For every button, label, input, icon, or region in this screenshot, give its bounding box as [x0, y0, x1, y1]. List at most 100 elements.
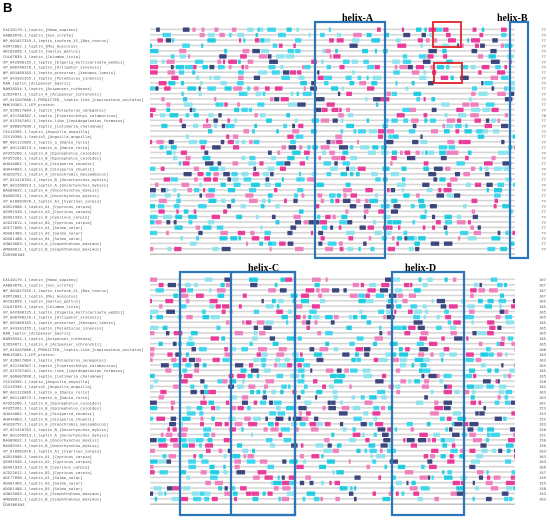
residue-highlight: [513, 145, 515, 150]
residue-highlight: [193, 123, 198, 129]
residue-highlight: [395, 480, 402, 486]
residue-highlight: [227, 204, 232, 209]
residue-highlight: [374, 48, 378, 54]
residue-highlight: [199, 454, 203, 459]
residue-highlight: [202, 155, 211, 161]
residue-highlight: [315, 443, 324, 448]
residue-highlight: [356, 171, 360, 177]
residue-highlight: [498, 384, 507, 389]
residue-highlight: [436, 325, 442, 330]
residue-highlight: [326, 64, 331, 70]
residue-highlight: [302, 177, 305, 182]
residue-highlight: [336, 470, 344, 475]
residue-highlight: [150, 193, 156, 198]
sequence-name: AMQ98011.1_leptin_B_[Scophthalmus_maximu…: [3, 247, 101, 252]
residue-highlight: [287, 230, 293, 236]
residue-highlight: [268, 288, 276, 293]
residue-highlight: [269, 336, 276, 341]
residue-highlight: [247, 454, 255, 459]
residue-highlight: [324, 438, 330, 443]
position-number: 77: [541, 182, 546, 187]
residue-highlight: [294, 304, 303, 309]
residue-highlight: [194, 368, 200, 373]
sequence-name: ARC02099.1_leptin_[Gallus_gallus]: [3, 49, 80, 54]
residue-highlight: [431, 298, 434, 304]
residue-highlight: [257, 347, 267, 352]
residue-track: [150, 231, 515, 234]
residue-highlight: [477, 54, 484, 59]
residue-highlight: [180, 470, 186, 475]
residue-highlight: [316, 214, 321, 220]
residue-highlight: [150, 86, 155, 91]
residue-highlight: [241, 155, 246, 161]
residue-highlight: [269, 59, 278, 64]
residue-highlight: [246, 241, 249, 246]
residue-highlight: [272, 43, 278, 48]
residue-highlight: [251, 236, 260, 241]
residue-highlight: [207, 86, 216, 91]
sequence-name: QJD54871.1_leptin_A_[Acipenser_schrencki…: [3, 91, 101, 96]
residue-highlight: [289, 480, 294, 486]
residue-highlight: [311, 427, 319, 432]
residue-highlight: [207, 38, 216, 43]
residue-highlight: [259, 161, 264, 166]
residue-highlight: [288, 384, 291, 389]
residue-highlight: [505, 314, 512, 320]
residue-highlight: [431, 107, 437, 113]
residue-highlight: [232, 161, 239, 166]
sequence-name: QEH91938.1_leptin_A2_[Cyprinus_carpio]: [3, 209, 92, 214]
residue-highlight: [429, 341, 438, 347]
residue-highlight: [352, 405, 361, 411]
residue-highlight: [387, 298, 394, 304]
residue-highlight: [389, 459, 399, 464]
residue-highlight: [423, 357, 430, 363]
residue-highlight: [432, 225, 436, 230]
residue-highlight: [227, 118, 230, 123]
residue-highlight: [442, 48, 447, 54]
residue-highlight: [462, 139, 471, 145]
residue-highlight: [366, 320, 372, 325]
residue-track: [150, 497, 515, 500]
residue-highlight: [218, 64, 225, 70]
consensus-track: [150, 253, 515, 255]
residue-highlight: [173, 384, 179, 389]
residue-highlight: [363, 373, 373, 379]
sequence-name: NP_001128573.1_leptin_b_[Danio_rerio]: [3, 145, 90, 150]
residue-highlight: [234, 464, 240, 470]
residue-highlight: [427, 475, 431, 480]
residue-highlight: [322, 48, 326, 54]
sequence-name: EAI40179.1_leptin_[Homo_sapiens]: [3, 27, 78, 32]
residue-highlight: [300, 389, 305, 395]
residue-highlight: [252, 171, 260, 177]
residue-highlight: [186, 298, 190, 304]
residue-highlight: [387, 246, 396, 252]
residue-highlight: [264, 230, 271, 236]
residue-highlight: [182, 486, 191, 491]
residue-highlight: [232, 177, 239, 182]
residue-highlight: [512, 298, 515, 304]
sequence-name: XP_043301355.1_leptin_[Pelodiscus_sinens…: [3, 75, 104, 80]
residue-highlight: [498, 448, 503, 454]
position-number: 77: [541, 188, 546, 193]
residue-highlight: [397, 464, 406, 470]
residue-highlight: [166, 59, 175, 64]
residue-highlight: [435, 220, 441, 225]
residue-highlight: [316, 182, 324, 187]
residue-highlight: [285, 320, 289, 325]
residue-highlight: [349, 43, 358, 48]
residue-highlight: [174, 225, 183, 230]
residue-highlight: [234, 496, 238, 502]
residue-highlight: [217, 161, 222, 166]
residue-highlight: [204, 277, 213, 282]
residue-highlight: [247, 59, 254, 64]
residue-highlight: [363, 411, 369, 416]
residue-highlight: [175, 214, 183, 220]
residue-highlight: [426, 421, 431, 427]
residue-highlight: [214, 123, 218, 129]
residue-highlight: [205, 448, 211, 454]
residue-highlight: [422, 182, 430, 187]
position-number: 163: [539, 395, 547, 400]
residue-highlight: [355, 352, 359, 357]
residue-highlight: [324, 81, 329, 86]
residue-highlight: [242, 448, 249, 454]
